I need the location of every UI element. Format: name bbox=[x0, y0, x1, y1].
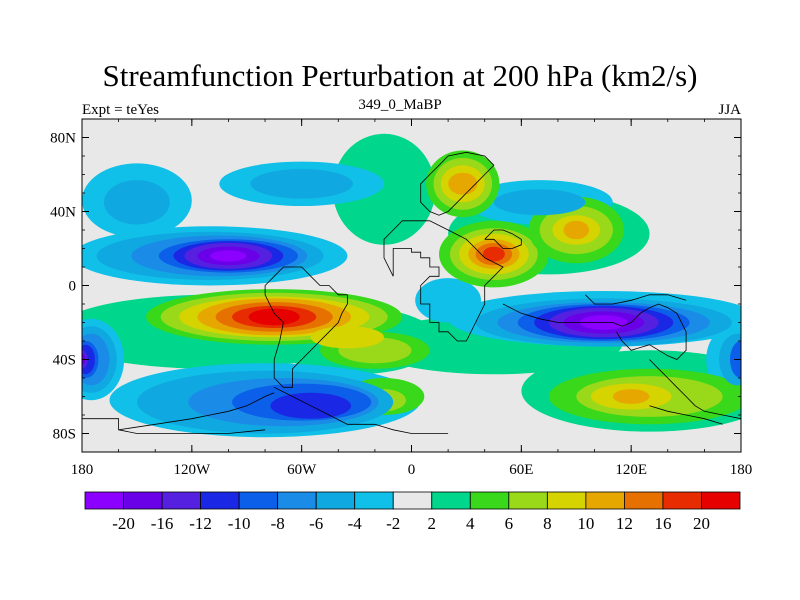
chart-title: Streamfunction Perturbation at 200 hPa (… bbox=[102, 58, 698, 93]
axes-layer: 180 120W 60W 0 60E 120E 180 80N 40N 0 40S 80S bbox=[50, 118, 753, 478]
contour-fill-m2 bbox=[415, 278, 481, 323]
colorbar-swatch bbox=[392, 491, 433, 510]
colorbar-label: 4 bbox=[466, 514, 475, 533]
coastline bbox=[420, 151, 495, 216]
colorbar-label: 8 bbox=[543, 514, 552, 533]
colorbar-label: -20 bbox=[112, 514, 135, 533]
y-tick-label: 40N bbox=[50, 205, 76, 221]
y-tick-label: 40S bbox=[53, 353, 76, 369]
colorbar-label: -6 bbox=[309, 514, 323, 533]
contour-fill-p10 bbox=[448, 172, 478, 195]
colorbar-swatch bbox=[431, 491, 471, 510]
colorbar-label: 12 bbox=[616, 514, 633, 533]
x-tick-label: 0 bbox=[408, 462, 416, 478]
coastline bbox=[383, 220, 504, 342]
colorbar-label: 10 bbox=[577, 514, 594, 533]
colorbar-swatch bbox=[315, 491, 356, 510]
coastline-layer bbox=[82, 151, 741, 434]
x-tick-label: 180 bbox=[730, 462, 753, 478]
season-label: JJA bbox=[718, 102, 741, 118]
colorbar-label: 16 bbox=[654, 514, 671, 533]
colorbar-label: 2 bbox=[428, 514, 437, 533]
field-layer bbox=[82, 133, 741, 438]
coastline bbox=[118, 392, 275, 431]
colorbar-label: -12 bbox=[189, 514, 212, 533]
coastline bbox=[585, 294, 687, 305]
colorbar-swatch bbox=[84, 491, 124, 510]
case-label: 349_0_MaBP bbox=[358, 97, 442, 113]
colorbar-swatch bbox=[546, 491, 587, 510]
coastline bbox=[264, 266, 348, 388]
colorbar-swatch bbox=[238, 491, 279, 510]
colorbar-swatch bbox=[662, 491, 702, 510]
x-tick-label: 120W bbox=[173, 462, 211, 478]
coastline bbox=[274, 386, 449, 434]
coastline bbox=[82, 418, 266, 434]
colorbar-label: -2 bbox=[386, 514, 400, 533]
colorbar-swatch bbox=[123, 491, 163, 510]
colorbar-label: 20 bbox=[693, 514, 710, 533]
coastline bbox=[484, 229, 522, 249]
colorbar-label: 6 bbox=[505, 514, 514, 533]
colorbar-swatch bbox=[508, 491, 548, 510]
contour-fill-p10 bbox=[612, 389, 650, 404]
colorbar-label: -10 bbox=[228, 514, 251, 533]
colorbar-swatch bbox=[161, 491, 201, 510]
colorbar-swatch bbox=[469, 491, 510, 510]
contour-fill-m4 bbox=[103, 180, 170, 225]
contour-fill-m20 bbox=[210, 250, 247, 262]
colorbar-label: -4 bbox=[348, 514, 363, 533]
y-tick-label: 0 bbox=[69, 279, 77, 295]
contour-fill-m4 bbox=[250, 169, 353, 199]
y-tick-label: 80N bbox=[50, 131, 76, 147]
y-tick-label: 80S bbox=[53, 427, 76, 443]
colorbar-swatch bbox=[200, 491, 240, 510]
contour-fill-p10 bbox=[563, 220, 590, 240]
contour-fill-m4 bbox=[493, 189, 586, 216]
coastline bbox=[649, 359, 741, 420]
coastline bbox=[649, 405, 723, 425]
contour-fill-p16 bbox=[482, 246, 505, 262]
x-tick-label: 60W bbox=[287, 462, 317, 478]
colorbar-swatch bbox=[585, 491, 625, 510]
colorbar-label: -16 bbox=[151, 514, 174, 533]
colorbar-swatch bbox=[701, 491, 741, 510]
colorbar-label: -8 bbox=[271, 514, 285, 533]
x-tick-label: 120E bbox=[615, 462, 647, 478]
colorbar-swatch bbox=[624, 491, 664, 510]
x-tick-label: 60E bbox=[509, 462, 533, 478]
contour-fill-p2 bbox=[332, 133, 436, 245]
coastline bbox=[502, 303, 687, 360]
contour-fill-p20 bbox=[248, 308, 300, 326]
colorbar-swatch bbox=[354, 491, 394, 510]
colorbar: -20 -16 -12 -10 -8 -6 -4 -2 2 4 6 8 10 12 16 20 bbox=[84, 491, 741, 533]
x-tick-label: 180 bbox=[71, 462, 94, 478]
contour-fill-p8 bbox=[310, 326, 384, 349]
experiment-label: Expt = teYes bbox=[82, 102, 159, 118]
colorbar-swatch bbox=[277, 491, 317, 510]
